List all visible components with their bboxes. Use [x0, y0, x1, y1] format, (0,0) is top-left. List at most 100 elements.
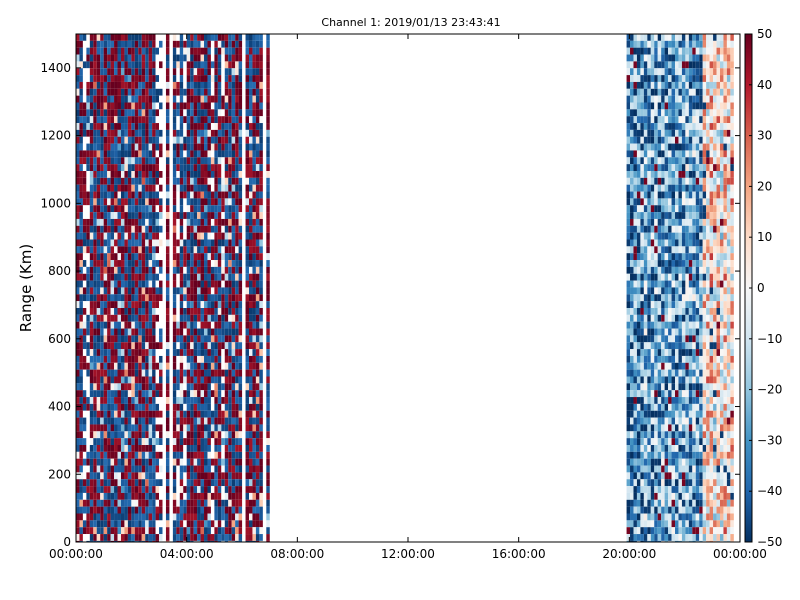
- heatmap-cell: [103, 205, 108, 213]
- heatmap-cell: [117, 424, 121, 432]
- heatmap-cell: [255, 177, 260, 185]
- heatmap-cell: [165, 410, 170, 418]
- heatmap-cell: [193, 225, 198, 233]
- heatmap-cell: [103, 308, 108, 315]
- heatmap-cell: [186, 54, 191, 62]
- heatmap-cell: [190, 273, 194, 281]
- heatmap-cell: [131, 260, 135, 267]
- heatmap-cell: [76, 410, 80, 418]
- heatmap-cell: [138, 376, 142, 384]
- heatmap-cell: [255, 280, 260, 288]
- heatmap-cell: [266, 177, 270, 185]
- heatmap-cell: [176, 410, 180, 418]
- heatmap-cell: [626, 376, 631, 384]
- heatmap-cell: [640, 294, 644, 302]
- heatmap-cell: [224, 451, 229, 459]
- heatmap-cell: [207, 424, 211, 432]
- heatmap-cell: [134, 342, 139, 350]
- heatmap-cell: [145, 54, 149, 62]
- heatmap-cell: [82, 397, 87, 404]
- heatmap-cell: [640, 410, 644, 418]
- heatmap-cell: [176, 75, 180, 82]
- heatmap-cell: [148, 534, 153, 541]
- heatmap-cell: [200, 136, 205, 144]
- heatmap-cell: [224, 150, 229, 158]
- heatmap-cell: [630, 75, 634, 82]
- heatmap-cell: [650, 81, 655, 89]
- heatmap-cell: [650, 47, 655, 55]
- heatmap-cell: [134, 451, 139, 459]
- heatmap-cell: [114, 88, 118, 96]
- heatmap-cell: [668, 232, 672, 240]
- heatmap-cell: [255, 136, 260, 144]
- heatmap-cell: [200, 253, 205, 261]
- heatmap-cell: [93, 445, 97, 452]
- heatmap-cell: [231, 157, 236, 165]
- heatmap-cell: [640, 349, 644, 356]
- heatmap-cell: [76, 424, 80, 432]
- heatmap-cell: [96, 397, 101, 404]
- heatmap-cell: [654, 61, 658, 69]
- heatmap-cell: [165, 205, 170, 213]
- heatmap-cell: [124, 342, 128, 350]
- heatmap-cell: [141, 472, 146, 480]
- heatmap-cell: [650, 109, 655, 117]
- heatmap-cell: [172, 171, 177, 178]
- heatmap-cell: [183, 431, 187, 439]
- heatmap-cell: [255, 81, 260, 89]
- heatmap-cell: [228, 390, 232, 398]
- heatmap-cell: [207, 184, 211, 192]
- heatmap-cell: [249, 253, 253, 261]
- heatmap-cell: [255, 95, 260, 103]
- heatmap-cell: [114, 287, 118, 295]
- heatmap-cell: [134, 95, 139, 103]
- heatmap-cell: [131, 458, 135, 466]
- heatmap-cell: [245, 506, 249, 514]
- heatmap-cell: [141, 314, 146, 322]
- heatmap-cell: [134, 417, 139, 425]
- heatmap-cell: [636, 54, 641, 62]
- heatmap-cell: [138, 75, 142, 82]
- heatmap-cell: [664, 212, 669, 219]
- heatmap-cell: [131, 287, 135, 295]
- heatmap-cell: [141, 328, 146, 336]
- heatmap-cell: [654, 68, 658, 76]
- heatmap-cell: [259, 308, 263, 315]
- heatmap-cell: [661, 246, 665, 254]
- heatmap-cell: [633, 314, 637, 322]
- heatmap-cell: [235, 109, 239, 117]
- heatmap-cell: [89, 205, 94, 213]
- heatmap-cell: [138, 143, 142, 151]
- heatmap-cell: [127, 301, 132, 308]
- heatmap-cell: [93, 438, 97, 445]
- heatmap-cell: [207, 171, 211, 178]
- heatmap-cell: [159, 225, 163, 233]
- heatmap-cell: [197, 266, 201, 274]
- heatmap-cell: [79, 95, 83, 103]
- heatmap-cell: [165, 88, 170, 96]
- heatmap-cell: [675, 116, 679, 124]
- heatmap-cell: [200, 403, 205, 411]
- heatmap-cell: [141, 136, 146, 144]
- heatmap-cell: [176, 431, 180, 439]
- heatmap-cell: [96, 260, 101, 267]
- heatmap-cell: [141, 47, 146, 55]
- heatmap-cell: [86, 355, 90, 363]
- heatmap-cell: [179, 129, 184, 137]
- heatmap-cell: [176, 376, 180, 384]
- heatmap-cell: [141, 534, 146, 541]
- heatmap-cell: [134, 102, 139, 110]
- heatmap-cell: [114, 68, 118, 76]
- heatmap-cell: [141, 369, 146, 377]
- heatmap-cell: [252, 34, 256, 41]
- heatmap-cell: [228, 212, 232, 219]
- heatmap-cell: [96, 451, 101, 459]
- heatmap-cell: [148, 246, 153, 254]
- heatmap-cell: [630, 451, 634, 459]
- heatmap-cell: [671, 40, 676, 48]
- heatmap-cell: [221, 68, 225, 76]
- heatmap-cell: [643, 239, 648, 247]
- heatmap-cell: [89, 81, 94, 89]
- heatmap-cell: [640, 376, 644, 384]
- heatmap-cell: [228, 157, 232, 165]
